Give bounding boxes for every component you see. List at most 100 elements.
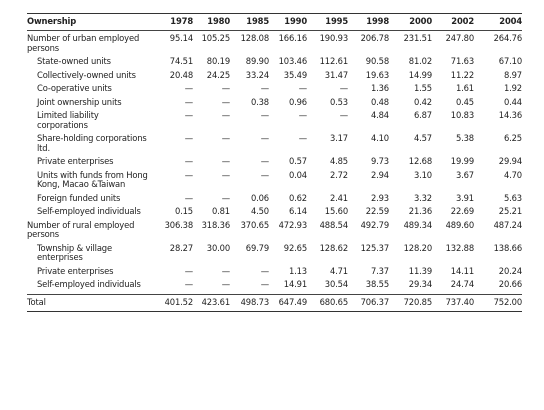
cell-value: 4.57	[413, 133, 432, 143]
cell-value: 20.48	[169, 69, 193, 80]
cell-value: 3.67	[455, 169, 474, 180]
row-label: Units with funds from Hong Kong, Macao &…	[37, 169, 148, 189]
cell-value: 14.99	[408, 69, 432, 80]
row-label: Self-employed individuals	[37, 279, 141, 289]
cell-value: 28.27	[169, 242, 193, 253]
table-row: Self-employed individuals — — — 14.91 30.54 38…	[27, 279, 522, 294]
cell-value: 1.36	[370, 83, 389, 93]
cell-value: 33.24	[245, 69, 269, 80]
header-year: 1990	[284, 16, 307, 26]
total-row: Total 401.52 423.61 498.73 647.49 680.65 706.…	[27, 294, 522, 312]
row-label: Number of urban employed persons	[27, 33, 140, 53]
cell-value: —	[260, 156, 269, 166]
cell-value: —	[260, 265, 269, 276]
cell-value: 264.76	[493, 33, 523, 43]
cell-value: 14.11	[450, 265, 474, 276]
cell-value: —	[339, 110, 348, 120]
total-value: 720.85	[403, 296, 433, 307]
cell-value: 125.37	[360, 242, 390, 253]
row-label: Number of rural employed persons	[27, 219, 135, 239]
total-value: 680.65	[319, 296, 349, 307]
cell-value: —	[260, 83, 269, 93]
cell-value: 69.79	[245, 242, 269, 253]
cell-value: 1.13	[288, 265, 307, 276]
cell-value: 6.87	[413, 110, 432, 120]
row-label: Share-holding corporations ltd.	[37, 133, 147, 153]
cell-value: —	[298, 83, 307, 93]
cell-value: 4.10	[370, 133, 389, 143]
cell-value: —	[184, 279, 193, 289]
cell-value: —	[221, 169, 230, 180]
cell-value: 318.36	[201, 219, 231, 230]
cell-value: 492.79	[360, 219, 390, 230]
table-row: Township & village enterprises 28.27 30.00…	[27, 242, 522, 267]
cell-value: 8.97	[503, 69, 522, 80]
document-page: Ownership 1978 1980 1985 1990 1995 1998 2000 20…	[27, 13, 522, 312]
cell-value: 0.62	[288, 192, 307, 203]
cell-value: 5.38	[455, 133, 474, 143]
cell-value: 206.78	[360, 33, 390, 43]
cell-value: —	[260, 110, 269, 120]
table-row: Number of rural employed persons 306.38 31…	[27, 219, 522, 244]
cell-value: —	[221, 133, 230, 143]
cell-value: 30.00	[206, 242, 230, 253]
cell-value: —	[184, 83, 193, 93]
cell-value: 80.19	[206, 56, 230, 66]
row-label: Private enterprises	[37, 265, 114, 276]
cell-value: 74.51	[169, 56, 193, 66]
cell-value: 81.02	[408, 56, 432, 66]
row-label: Collectively-owned units	[37, 69, 136, 80]
cell-value: 14.36	[498, 110, 522, 120]
cell-value: 2.94	[370, 169, 389, 180]
header-row: Ownership 1978 1980 1985 1990 1995 1998 2000 20…	[27, 13, 522, 31]
cell-value: —	[221, 110, 230, 120]
cell-value: —	[184, 110, 193, 120]
cell-value: 0.48	[370, 96, 389, 107]
table-row: Foreign funded units — — 0.06 0.62 2.41 2.93 3.…	[27, 192, 522, 208]
cell-value: 4.71	[329, 265, 348, 276]
cell-value: —	[260, 133, 269, 143]
cell-value: 31.47	[324, 69, 348, 80]
cell-value: 0.96	[288, 96, 307, 107]
cell-value: 20.24	[498, 265, 522, 276]
cell-value: 472.93	[278, 219, 308, 230]
cell-value: 3.17	[329, 133, 348, 143]
cell-value: 35.49	[283, 69, 307, 80]
cell-value: 29.34	[408, 279, 432, 289]
cell-value: —	[298, 133, 307, 143]
cell-value: 15.60	[324, 206, 348, 216]
cell-value: 0.42	[413, 96, 432, 107]
table-row: Number of urban employed persons 95.14 105…	[27, 31, 522, 58]
row-label: State-owned units	[37, 56, 111, 66]
cell-value: 0.44	[503, 96, 522, 107]
cell-value: 105.25	[201, 33, 231, 43]
cell-value: 166.16	[278, 33, 308, 43]
cell-value: 11.22	[450, 69, 474, 80]
table-header: Ownership 1978 1980 1985 1990 1995 1998 2000 20…	[27, 13, 522, 31]
row-label: Limited liability corporations	[37, 110, 99, 130]
row-label: Foreign funded units	[37, 192, 121, 203]
cell-value: 5.63	[503, 192, 522, 203]
cell-value: 247.80	[445, 33, 475, 43]
cell-value: 0.06	[250, 192, 269, 203]
cell-value: 9.73	[370, 156, 389, 166]
header-year: 2000	[409, 16, 432, 26]
cell-value: 90.58	[365, 56, 389, 66]
total-value: 706.37	[360, 296, 390, 307]
cell-value: —	[184, 156, 193, 166]
cell-value: 10.83	[450, 110, 474, 120]
cell-value: 0.45	[455, 96, 474, 107]
cell-value: 19.99	[450, 156, 474, 166]
cell-value: 19.63	[365, 69, 389, 80]
cell-value: —	[184, 192, 193, 203]
cell-value: 22.69	[450, 206, 474, 216]
cell-value: 0.57	[288, 156, 307, 166]
cell-value: 128.20	[403, 242, 433, 253]
table-row: Collectively-owned units 20.48 24.25 33.24 3…	[27, 69, 522, 85]
cell-value: 3.91	[455, 192, 474, 203]
cell-value: 21.36	[408, 206, 432, 216]
header-year: 1995	[325, 16, 348, 26]
cell-value: 2.93	[370, 192, 389, 203]
total-value: 423.61	[201, 296, 231, 307]
cell-value: 1.92	[503, 83, 522, 93]
